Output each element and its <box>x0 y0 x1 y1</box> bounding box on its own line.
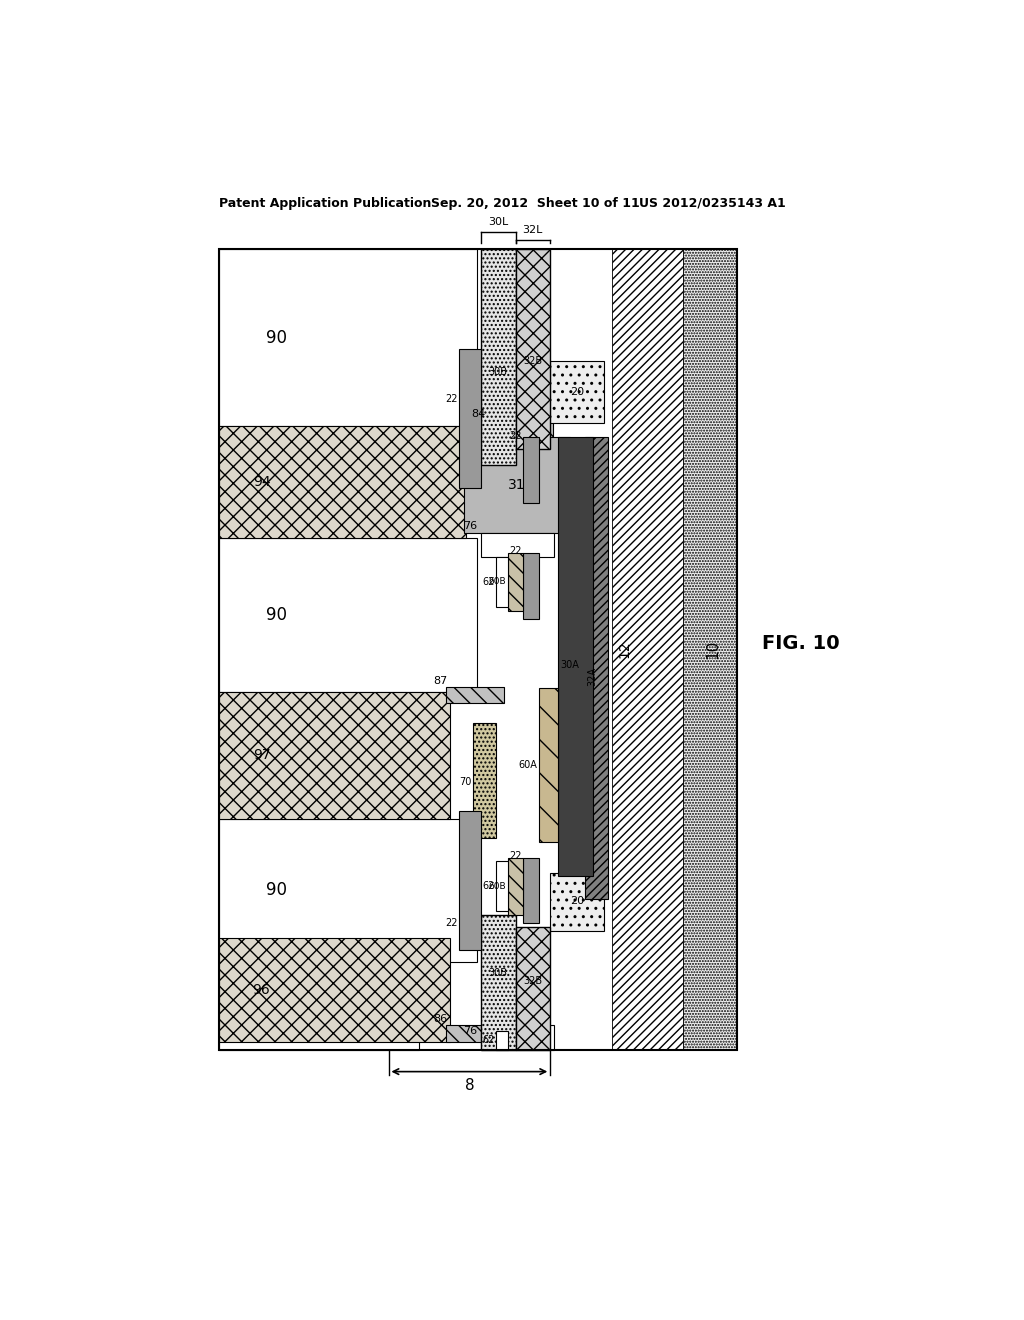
Bar <box>481 1026 554 1051</box>
Bar <box>611 249 683 1051</box>
Text: 87: 87 <box>433 676 447 686</box>
Text: 8: 8 <box>465 1078 474 1093</box>
Bar <box>219 249 736 1051</box>
Bar <box>508 858 523 915</box>
Text: 20: 20 <box>570 896 585 907</box>
Text: 20: 20 <box>570 387 585 397</box>
Bar <box>481 915 515 1051</box>
Bar <box>523 553 539 619</box>
Text: 22: 22 <box>509 430 521 441</box>
Bar <box>585 437 608 899</box>
Text: 30A: 30A <box>560 660 580 671</box>
Text: 60A: 60A <box>518 760 538 770</box>
Text: 90: 90 <box>266 606 288 624</box>
Bar <box>464 420 553 437</box>
Text: 97: 97 <box>253 748 270 762</box>
Text: 76: 76 <box>463 521 477 532</box>
Text: 76: 76 <box>463 1026 477 1036</box>
Bar <box>497 557 508 607</box>
Text: 70: 70 <box>460 777 472 787</box>
Bar <box>464 437 570 533</box>
Bar <box>550 360 604 422</box>
Text: 62: 62 <box>482 577 495 587</box>
Bar <box>683 249 736 1051</box>
Text: Patent Application Publication: Patent Application Publication <box>219 197 431 210</box>
Text: 86: 86 <box>434 1014 447 1024</box>
Bar <box>497 1031 508 1051</box>
Text: 30B: 30B <box>488 367 507 378</box>
Bar <box>515 249 550 449</box>
Bar <box>446 688 504 702</box>
Bar <box>508 553 523 611</box>
Text: US 2012/0235143 A1: US 2012/0235143 A1 <box>639 197 785 210</box>
Bar <box>539 688 558 842</box>
Bar <box>460 812 481 950</box>
Bar <box>523 437 539 503</box>
Text: 22: 22 <box>509 851 521 861</box>
Text: 22: 22 <box>509 546 521 556</box>
Text: 32B: 32B <box>523 975 542 986</box>
Text: 30L: 30L <box>487 218 508 227</box>
Text: 10: 10 <box>706 640 720 659</box>
Text: 90: 90 <box>266 880 288 899</box>
Text: FIG. 10: FIG. 10 <box>762 634 840 653</box>
Bar <box>219 426 466 539</box>
Bar <box>481 249 515 465</box>
Text: 62: 62 <box>482 1035 495 1045</box>
Text: 32A: 32A <box>587 667 597 686</box>
Text: 60B: 60B <box>488 882 506 891</box>
Bar <box>497 862 508 911</box>
Bar <box>219 692 451 818</box>
Text: 62: 62 <box>482 880 495 891</box>
Bar <box>219 1007 419 1051</box>
Text: 30B: 30B <box>488 968 507 978</box>
Text: 31: 31 <box>508 478 525 492</box>
Text: 22: 22 <box>445 395 458 404</box>
Bar <box>446 1026 504 1043</box>
Bar <box>558 437 593 876</box>
Bar <box>460 350 481 488</box>
Bar <box>219 939 451 1043</box>
Text: 94: 94 <box>253 475 270 488</box>
Bar <box>219 249 477 426</box>
Text: 12: 12 <box>617 640 632 659</box>
Bar <box>219 818 477 961</box>
Bar <box>523 858 539 923</box>
Bar <box>515 927 550 1051</box>
Text: 32B: 32B <box>523 356 542 366</box>
Text: 96: 96 <box>253 983 270 997</box>
Text: 84: 84 <box>471 409 485 418</box>
Bar <box>219 539 477 692</box>
Bar <box>481 533 554 557</box>
Text: 60B: 60B <box>488 577 506 586</box>
Text: 32L: 32L <box>522 224 543 235</box>
Bar <box>550 873 604 931</box>
Text: Sep. 20, 2012  Sheet 10 of 11: Sep. 20, 2012 Sheet 10 of 11 <box>431 197 640 210</box>
Bar <box>473 723 497 838</box>
Text: 22: 22 <box>445 917 458 928</box>
Text: 90: 90 <box>266 329 288 347</box>
